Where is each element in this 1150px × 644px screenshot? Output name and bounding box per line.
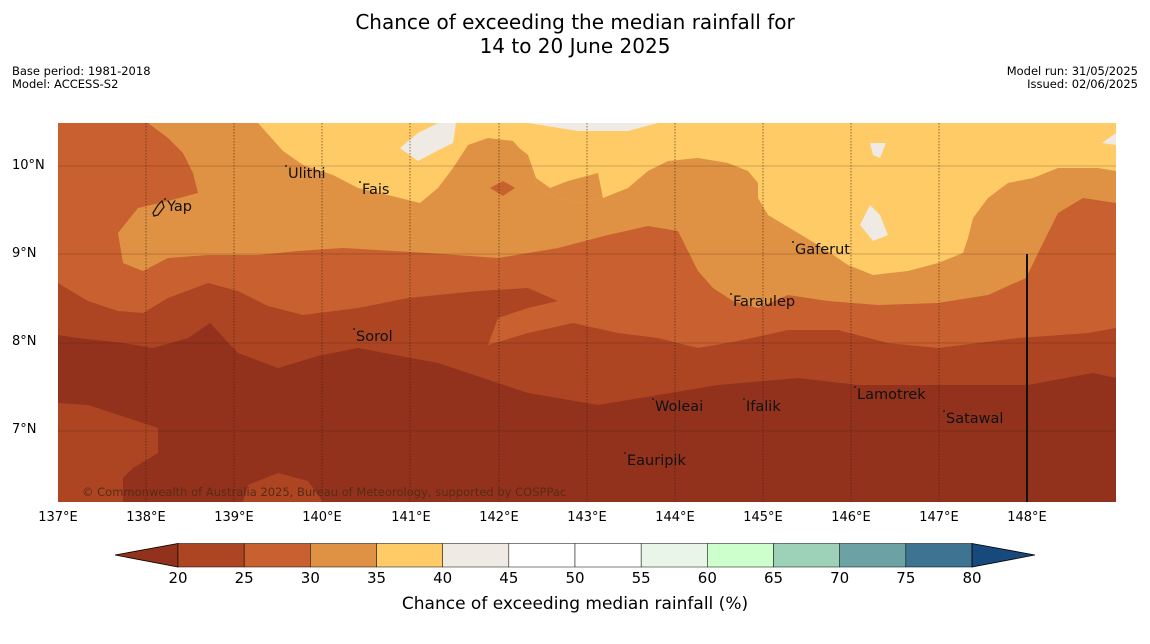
colorbar-segment-7 bbox=[640, 543, 708, 568]
latitude-lines bbox=[58, 165, 1116, 432]
lon-label-145e: 145°E bbox=[743, 510, 783, 525]
place-satawal: Satawal bbox=[942, 410, 1004, 427]
colorbar-svg bbox=[114, 543, 1036, 568]
band-30-35-spot bbox=[490, 181, 515, 196]
place-yap: Yap bbox=[164, 198, 192, 215]
lon-label-139e: 139°E bbox=[214, 510, 254, 525]
lon-label-144e: 144°E bbox=[655, 510, 695, 525]
colorbar-segment-11 bbox=[905, 543, 973, 568]
colorbar-tick-55: 55 bbox=[631, 569, 651, 587]
title-line-1: Chance of exceeding the median rainfall … bbox=[355, 10, 795, 34]
colorbar-tick-65: 65 bbox=[763, 569, 784, 587]
colorbar-segment-10 bbox=[839, 543, 907, 568]
band-lower-left-2 bbox=[243, 473, 323, 502]
meta-right: Model run: 31/05/2025 Issued: 02/06/2025 bbox=[1007, 65, 1138, 91]
colorbar-segment-8 bbox=[707, 543, 774, 568]
place-fais: Fais bbox=[358, 181, 390, 198]
band-lower-left bbox=[58, 403, 158, 502]
colorbar-segment-3 bbox=[376, 543, 443, 568]
place-ulithi: Ulithi bbox=[285, 165, 326, 182]
colorbar-tick-30: 30 bbox=[300, 569, 320, 587]
colorbar-segment-4 bbox=[442, 543, 510, 568]
band-40-45-e bbox=[1102, 133, 1116, 145]
band-35-40-north bbox=[258, 123, 1116, 275]
lon-label-138e: 138°E bbox=[126, 510, 166, 525]
place-ifalik: Ifalik bbox=[743, 398, 781, 415]
colorbar-tick-50: 50 bbox=[565, 569, 585, 587]
model-name: Model: ACCESS-S2 bbox=[12, 77, 119, 91]
lon-label-143e: 143°E bbox=[567, 510, 607, 525]
colorbar-segment-6 bbox=[574, 543, 642, 568]
place-sorol: Sorol bbox=[353, 328, 393, 345]
colorbar-segment-5 bbox=[508, 543, 576, 568]
model-run: Model run: 31/05/2025 bbox=[1006, 64, 1138, 78]
colorbar-tick-45: 45 bbox=[499, 569, 519, 587]
title-line-2: 14 to 20 June 2025 bbox=[479, 34, 671, 58]
colorbar-label: Chance of exceeding median rainfall (%) bbox=[401, 594, 749, 614]
colorbar-low-arrow bbox=[114, 543, 179, 568]
lon-label-146e: 146°E bbox=[831, 510, 871, 525]
band-40-45-b bbox=[528, 123, 658, 131]
colorbar bbox=[114, 543, 1036, 568]
meta-left: Base period: 1981-2018 Model: ACCESS-S2 bbox=[12, 65, 151, 91]
colorbar-tick-75: 75 bbox=[896, 569, 916, 587]
colorbar-segment-9 bbox=[773, 543, 840, 568]
lat-label-8n: 8°N bbox=[12, 334, 37, 349]
yap-island-shape bbox=[152, 199, 165, 217]
lat-label-10n: 10°N bbox=[12, 158, 45, 173]
place-gaferut: Gaferut bbox=[792, 241, 850, 258]
lon-label-142e: 142°E bbox=[479, 510, 519, 525]
colorbar-tick-60: 60 bbox=[697, 569, 717, 587]
lon-label-140e: 140°E bbox=[302, 510, 342, 525]
rainfall-map bbox=[58, 123, 1116, 502]
issued-date: Issued: 02/06/2025 bbox=[1027, 77, 1138, 91]
lon-label-137e: 137°E bbox=[38, 510, 78, 525]
lon-label-141e: 141°E bbox=[391, 510, 431, 525]
colorbar-tick-70: 70 bbox=[830, 569, 850, 587]
lon-label-147e: 147°E bbox=[919, 510, 959, 525]
colorbar-tick-25: 25 bbox=[234, 569, 254, 587]
colorbar-segment-2 bbox=[310, 543, 377, 568]
colorbar-high-arrow bbox=[971, 543, 1036, 568]
gridlines bbox=[145, 123, 940, 502]
base-period: Base period: 1981-2018 bbox=[12, 64, 151, 78]
place-woleai: Woleai bbox=[651, 398, 704, 415]
colorbar-tick-20: 20 bbox=[168, 569, 188, 587]
colorbar-tick-80: 80 bbox=[962, 569, 982, 587]
copyright-notice: © Commonwealth of Australia 2025, Bureau… bbox=[82, 485, 567, 499]
colorbar-segment-0 bbox=[177, 543, 245, 568]
band-40-45-c bbox=[870, 143, 886, 158]
place-faraulep: Faraulep bbox=[729, 293, 796, 310]
map-svg bbox=[58, 123, 1116, 502]
colorbar-tick-40: 40 bbox=[433, 569, 453, 587]
lat-label-7n: 7°N bbox=[12, 422, 37, 437]
place-lamotrek: Lamotrek bbox=[854, 386, 926, 403]
colorbar-tick-35: 35 bbox=[366, 569, 387, 587]
band-35-40-patch bbox=[498, 141, 603, 203]
band-40-45-a bbox=[400, 123, 456, 161]
lat-label-9n: 9°N bbox=[12, 246, 37, 261]
chart-title: Chance of exceeding the median rainfall … bbox=[0, 10, 1150, 58]
place-eauripik: Eauripik bbox=[624, 452, 686, 469]
colorbar-segment-1 bbox=[243, 543, 311, 568]
lon-label-148e: 148°E bbox=[1007, 510, 1047, 525]
band-40-45-d bbox=[860, 205, 888, 241]
